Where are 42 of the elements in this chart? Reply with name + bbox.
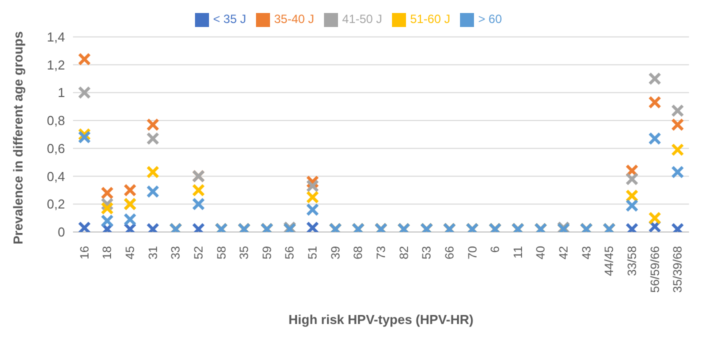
x-tick-label: 56: [282, 246, 297, 260]
y-tick-label: 0: [58, 224, 65, 240]
x-tick-label: 58: [214, 246, 228, 260]
y-tick-label: 1: [58, 85, 65, 100]
x-tick-label: 51: [306, 246, 320, 260]
x-tick-label: 82: [396, 246, 411, 260]
y-tick-label: 1,4: [46, 29, 65, 44]
y-axis-title: Prevalence in different age groups: [10, 31, 26, 244]
x-tick-label: 31: [146, 246, 160, 260]
legend-label: 41-50 J: [342, 12, 382, 26]
legend-label: < 35 J: [213, 12, 246, 26]
x-tick-label: 43: [579, 246, 594, 260]
x-tick-label: 56/59/66: [648, 246, 662, 293]
x-tick-label: 16: [77, 246, 92, 260]
y-tick-label: 0,8: [46, 113, 65, 128]
legend-label: 35-40 J: [274, 12, 314, 26]
x-axis-title: High risk HPV-types (HPV-HR): [288, 312, 474, 327]
x-tick-label: 68: [351, 246, 366, 260]
legend-label: > 60: [478, 12, 502, 26]
legend-label: 51-60 J: [410, 12, 450, 26]
x-tick-label: 35/39/68: [670, 246, 685, 293]
x-tick-label: 59: [260, 246, 274, 260]
y-tick-label: 0,2: [46, 196, 65, 212]
x-tick-label: 6: [488, 246, 502, 253]
x-tick-label: 52: [191, 246, 206, 260]
x-tick-label: 33/58: [624, 246, 639, 276]
x-tick-label: 66: [442, 246, 456, 260]
x-tick-label: 53: [420, 246, 434, 260]
x-tick-label: 39: [328, 246, 342, 260]
x-tick-label: 35: [237, 246, 252, 260]
x-tick-label: 44/45: [602, 246, 616, 276]
x-tick-label: 11: [510, 246, 525, 258]
x-tick-label: 42: [556, 246, 571, 260]
x-tick-label: 18: [100, 246, 114, 260]
y-tick-label: 0,4: [46, 168, 65, 184]
x-tick-label: 73: [374, 246, 388, 260]
x-tick-label: 33: [168, 246, 183, 260]
y-tick-label: 1,2: [46, 57, 65, 72]
y-tick-label: 0,6: [46, 140, 65, 156]
x-tick-label: 45: [123, 246, 138, 260]
x-tick-label: 40: [534, 246, 548, 260]
x-tick-label: 70: [465, 246, 480, 260]
